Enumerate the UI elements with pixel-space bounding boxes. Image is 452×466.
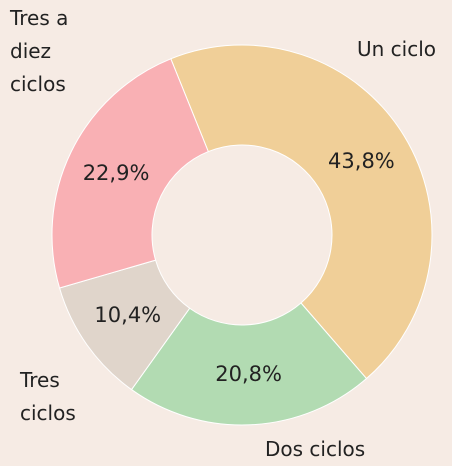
value-label: 10,4% <box>94 303 161 327</box>
donut-slice <box>51 58 209 289</box>
category-label: Tres a diez ciclos <box>10 6 69 96</box>
donut-slice <box>130 302 368 426</box>
value-label: 22,9% <box>83 161 150 185</box>
category-label: Dos ciclos <box>265 437 366 461</box>
value-label: 20,8% <box>215 362 282 386</box>
value-label: 43,8% <box>328 149 395 173</box>
category-label: Un ciclo <box>357 37 437 61</box>
donut-slice <box>170 44 433 380</box>
category-label: Tres ciclos <box>20 368 76 425</box>
